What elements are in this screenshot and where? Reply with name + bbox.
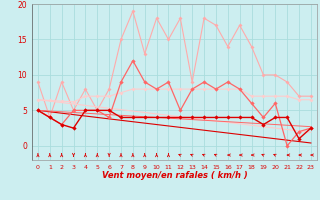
X-axis label: Vent moyen/en rafales ( km/h ): Vent moyen/en rafales ( km/h ) [101,171,247,180]
